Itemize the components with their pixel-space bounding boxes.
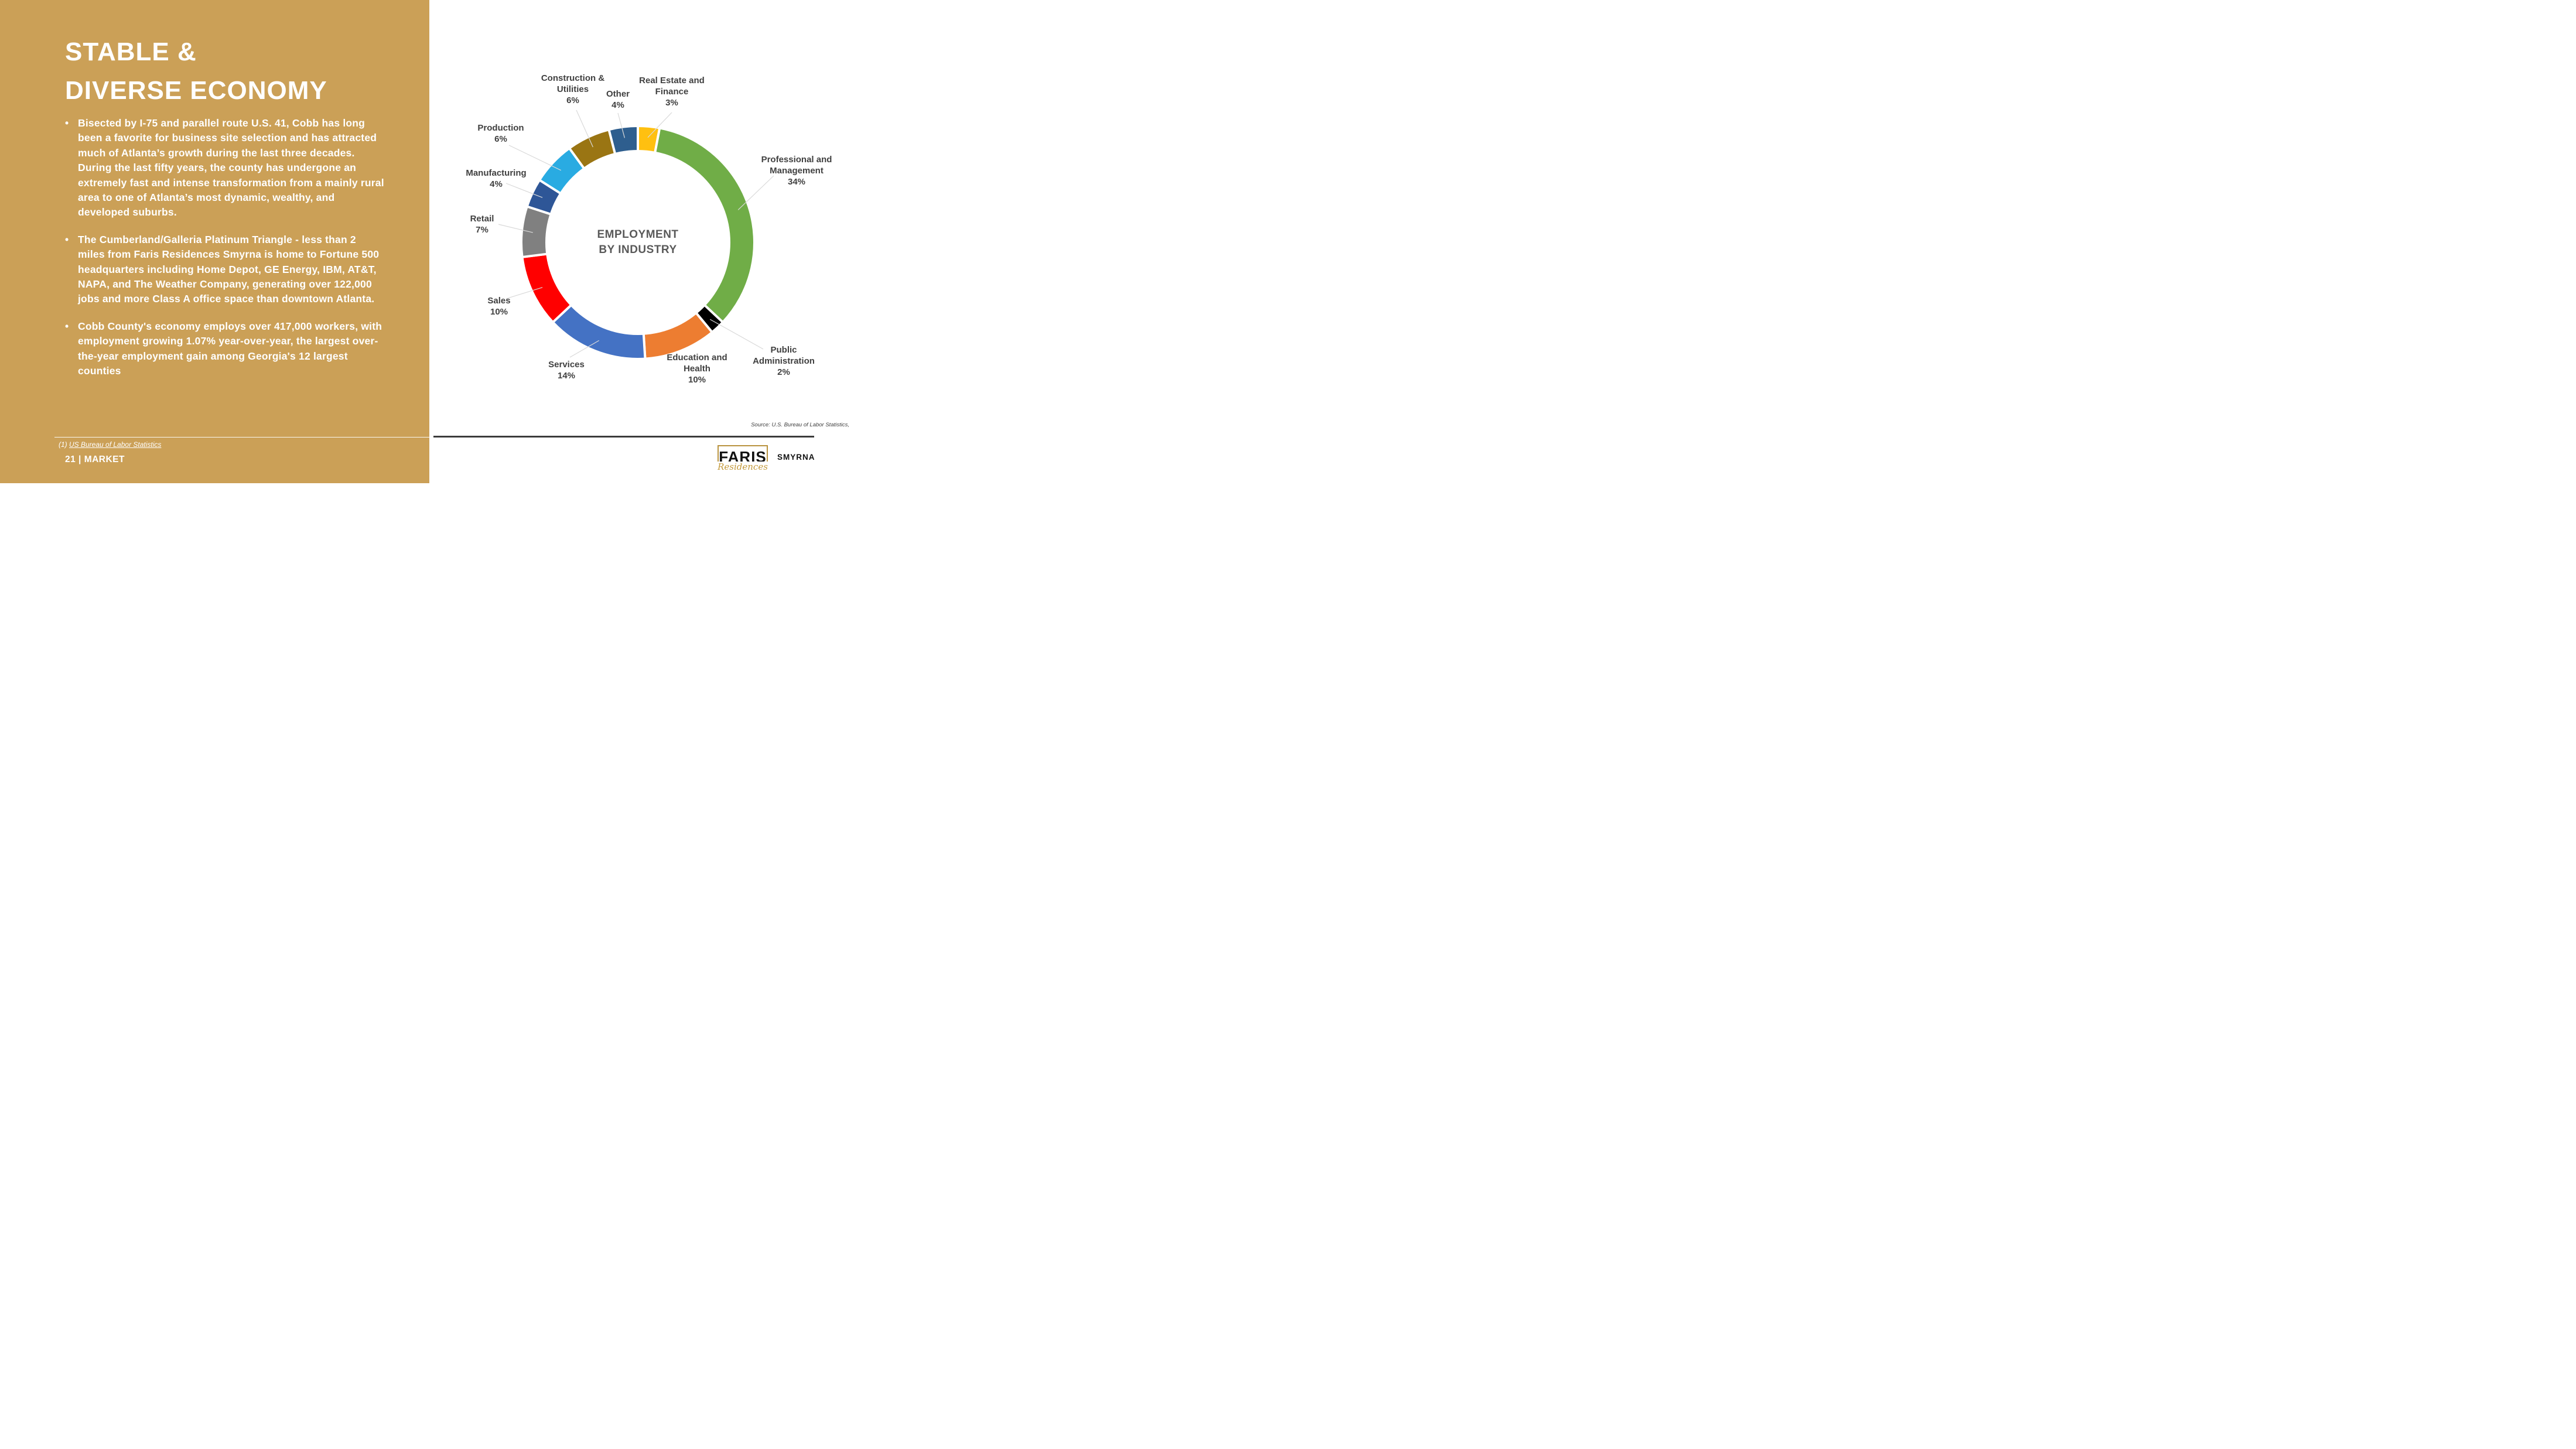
slice-label-real-estate-and-finance: Real Estate and Finance 3% [639,75,705,108]
bullet-list: • Bisected by I-75 and parallel route U.… [65,116,384,391]
faris-logo-residences-script: Residences [715,462,770,472]
leader-line-production [508,145,562,171]
leader-line-real-estate-and-finance [647,112,672,138]
leader-line-public-administration [709,319,764,350]
leader-line-manufacturing [505,183,543,198]
slice-label-line: Services [548,360,585,370]
slice-label-production: Production 6% [477,122,524,145]
slice-label-line: 6% [566,95,579,105]
slide: STABLE & DIVERSE ECONOMY • Bisected by I… [0,0,859,483]
bullet-item: • Cobb County's economy employs over 417… [65,319,384,379]
slice-label-line: 2% [777,367,790,377]
slice-label-professional-and-management: Professional and Management 34% [761,154,832,187]
logo-city-label: SMYRNA [777,453,815,462]
slice-label-line: Manufacturing [466,168,527,178]
page-title-line-1: STABLE & [65,37,197,66]
slice-label-services: Services 14% [548,359,585,381]
slice-label-retail: Retail 7% [470,213,494,235]
slice-label-public-administration: Public Administration 2% [753,344,815,378]
slice-label-line: Education and [667,353,727,363]
footnote-source-link[interactable]: US Bureau of Labor Statistics [69,440,162,449]
leader-line-construction-utilities [576,110,593,148]
donut-hole [545,150,730,335]
slice-label-line: 3% [665,98,678,108]
footnote-number: (1) [59,440,69,449]
footnote: (1) US Bureau of Labor Statistics [59,440,161,449]
slice-label-line: 6% [494,134,507,144]
divider-line-right [433,436,814,438]
slice-label-line: Administration [753,356,815,366]
slice-label-line: 4% [611,100,624,110]
chart-title: EMPLOYMENT BY INDUSTRY [597,227,678,258]
slice-label-line: 4% [490,179,503,189]
leader-line-retail [498,224,533,233]
page-title: STABLE & DIVERSE ECONOMY [65,33,405,110]
bullet-text: The Cumberland/Galleria Platinum Triangl… [78,233,380,305]
slice-label-line: Other [606,89,630,99]
page-title-line-2: DIVERSE ECONOMY [65,76,327,105]
faris-logo: FARIS Residences [715,445,770,472]
slice-label-line: 14% [557,371,576,381]
chart-title-line-2: BY INDUSTRY [599,244,677,256]
slice-label-line: 10% [688,375,706,385]
slice-label-sales: Sales 10% [487,295,510,317]
slice-label-line: Finance [655,87,689,97]
slice-label-manufacturing: Manufacturing 4% [466,168,526,190]
leader-line-professional-and-management [737,175,774,210]
slice-label-line: 10% [490,307,508,317]
slice-label-line: Real Estate and [639,76,705,86]
bullet-item: • The Cumberland/Galleria Platinum Trian… [65,233,384,307]
chart-source-note: Source: U.S. Bureau of Labor Statistics, [751,422,849,428]
slice-label-line: Production [477,123,524,133]
slice-label-line: Management [770,166,824,176]
slice-label-line: Public [770,345,797,355]
slice-label-line: Sales [487,296,511,306]
bullet-text: Bisected by I-75 and parallel route U.S.… [78,117,384,218]
bullet-item: • Bisected by I-75 and parallel route U.… [65,116,384,220]
chart-title-line-1: EMPLOYMENT [597,228,679,241]
bullet-marker: • [65,117,69,129]
bullet-text: Cobb County's economy employs over 417,0… [78,320,382,377]
chart-panel: EMPLOYMENT BY INDUSTRY Real Estate and Fi… [429,0,859,483]
slice-label-line: Construction & [541,73,605,83]
bullet-marker: • [65,320,69,332]
divider-line-left [54,437,429,438]
slice-label-line: Utilities [556,84,589,94]
left-text-panel: STABLE & DIVERSE ECONOMY • Bisected by I… [0,0,429,483]
bullet-marker: • [65,233,69,245]
page-number-footer: 21 | MARKET [65,454,125,464]
employment-donut-chart [498,110,774,360]
slice-label-other: Other 4% [606,88,630,111]
slice-label-line: 34% [787,177,806,187]
leader-line-sales [505,287,543,299]
leader-line-services [569,340,600,358]
slice-label-line: 7% [476,225,488,235]
slice-label-line: Retail [470,214,494,224]
leader-line-other [617,112,626,138]
slice-label-line: Professional and [761,155,832,165]
slice-label-construction-utilities: Construction & Utilities 6% [541,73,604,106]
slice-label-education-and-health: Education and Health 10% [667,352,727,385]
slice-label-line: Health [684,364,710,374]
